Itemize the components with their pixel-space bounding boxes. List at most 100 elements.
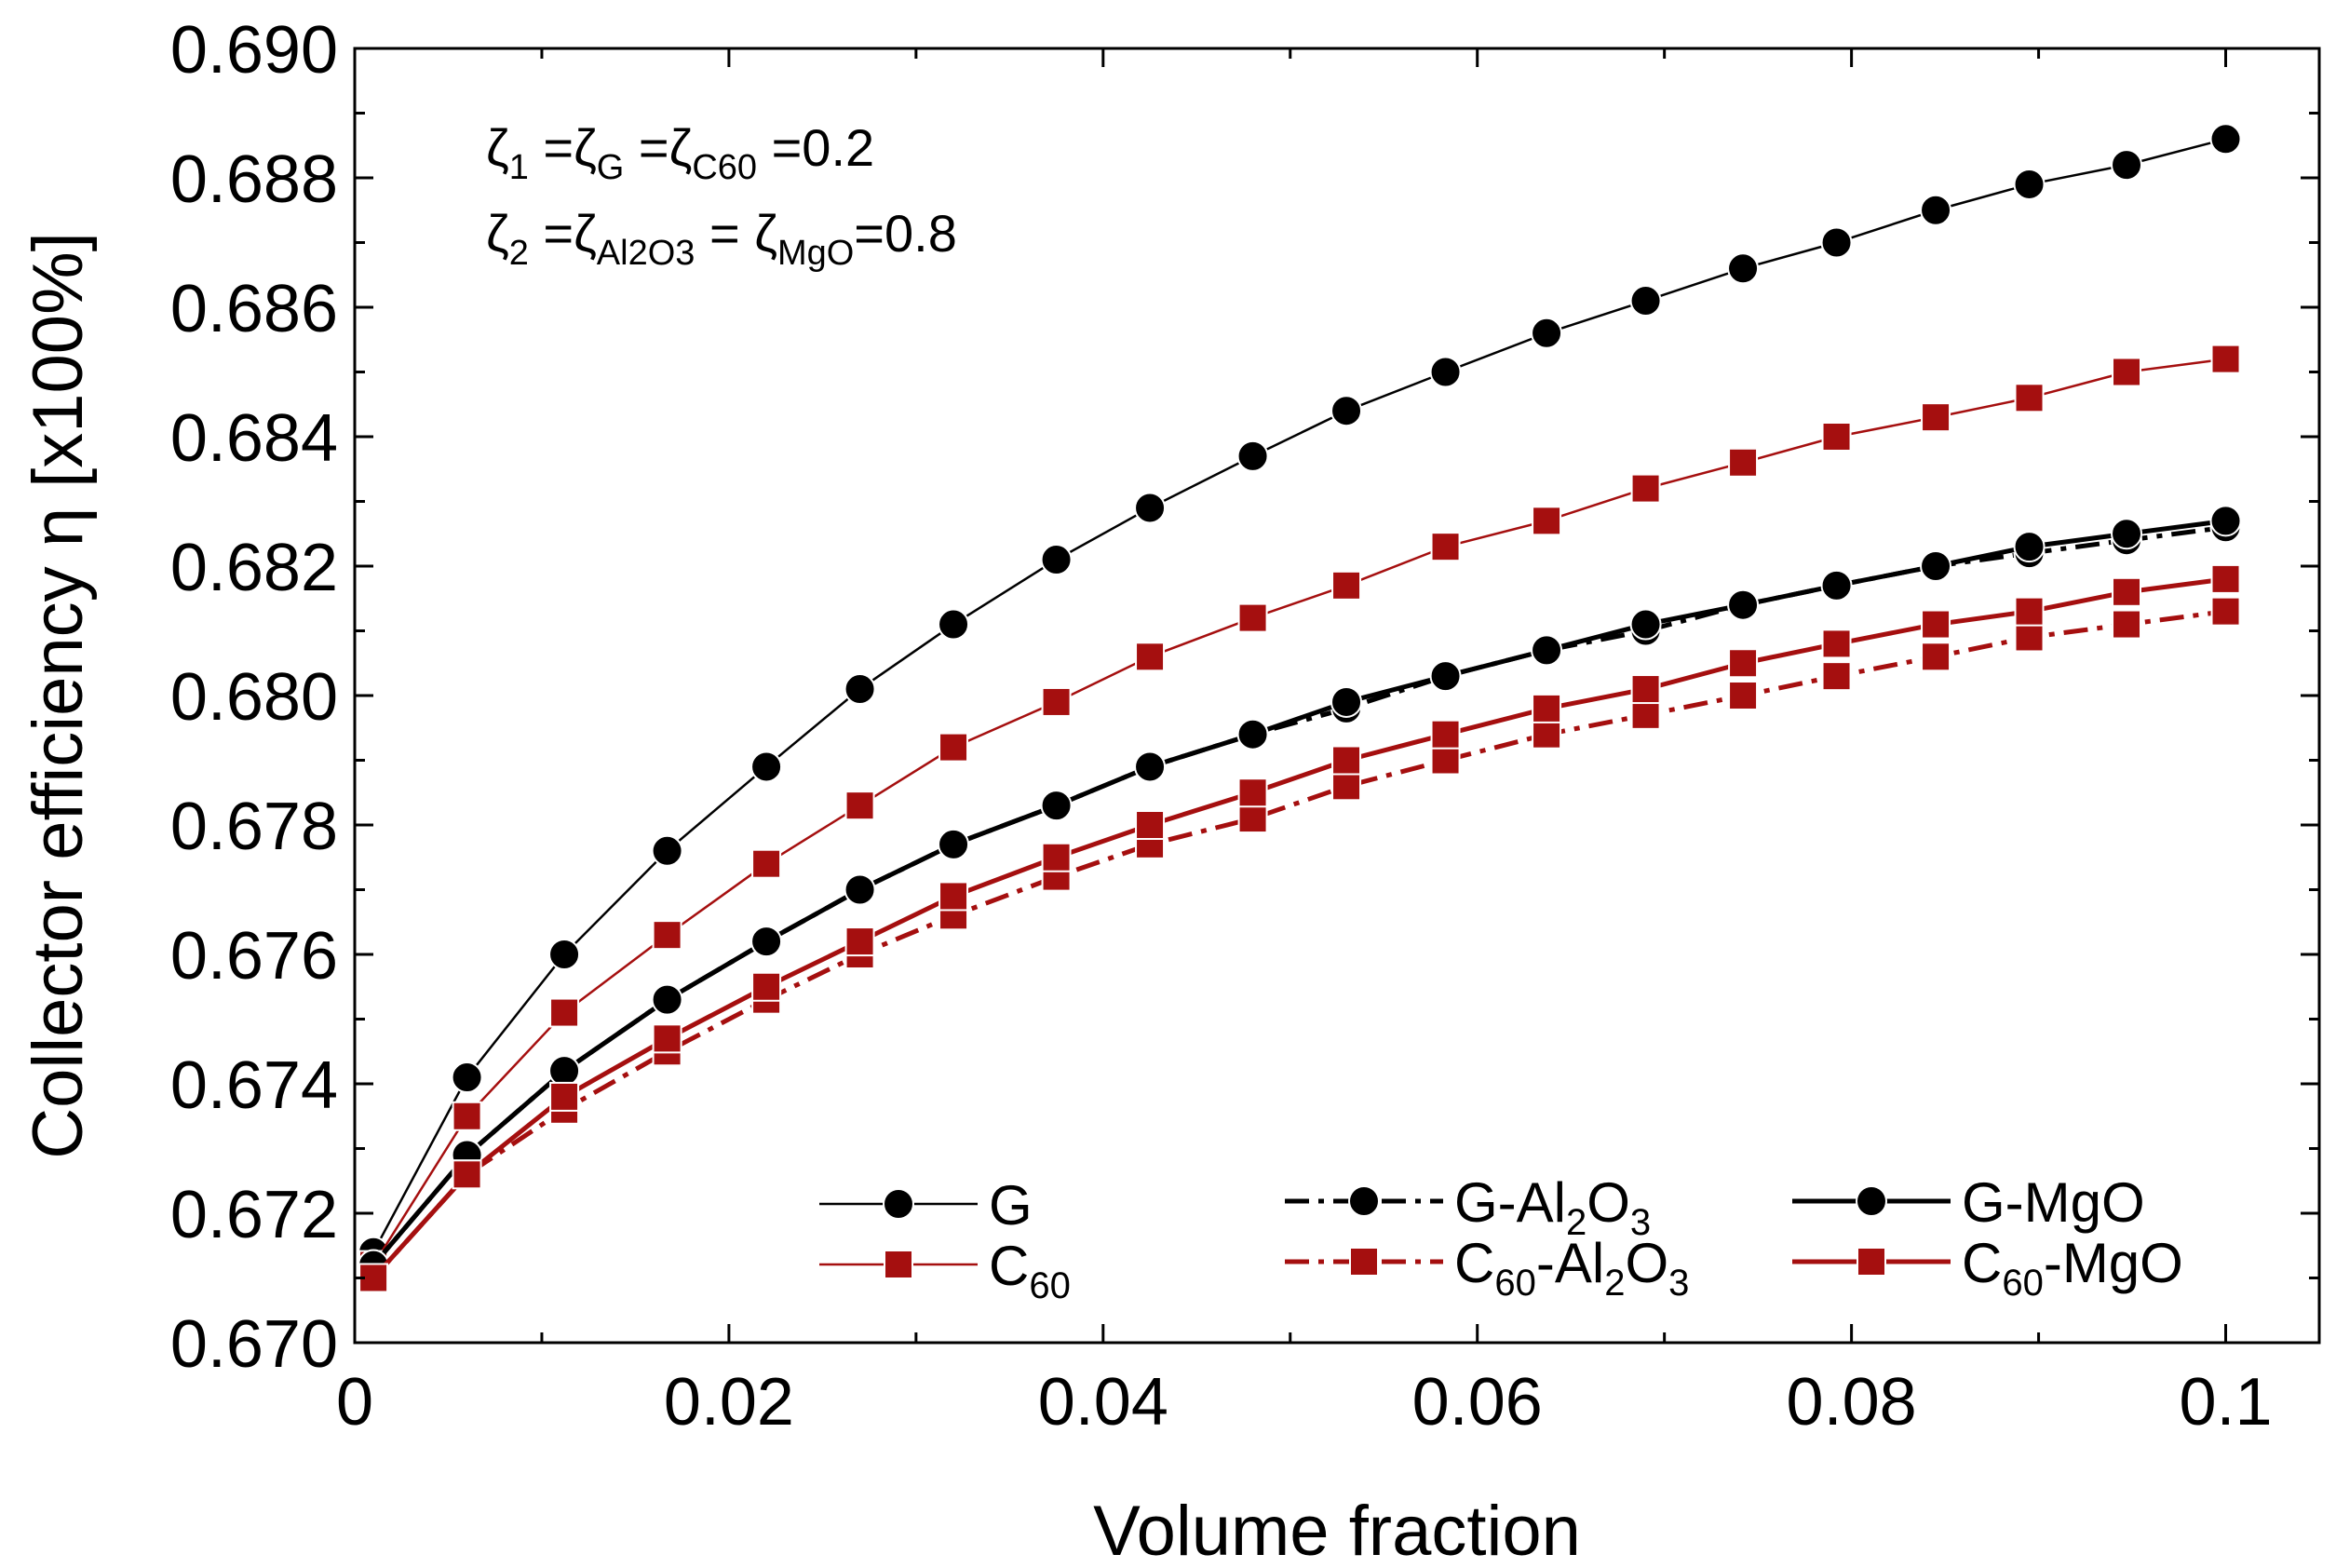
series-line: [371, 609, 2226, 1280]
data-point: [1921, 642, 1951, 672]
data-point: [1330, 395, 1363, 427]
data-point: [1134, 492, 1167, 524]
data-point: [1821, 629, 1852, 659]
series-line: [371, 138, 2226, 1253]
x-tick-label: 0: [336, 1365, 373, 1440]
data-point: [1429, 356, 1462, 388]
series-line: [371, 518, 2226, 1267]
data-point: [938, 732, 969, 763]
data-point: [1430, 532, 1461, 562]
y-tick-label: 0.688: [170, 142, 338, 217]
data-point: [652, 920, 682, 951]
y-tick-label: 0.686: [170, 272, 338, 346]
data-point: [1331, 570, 1362, 601]
legend-text: G-MgO: [1962, 1171, 2145, 1234]
data-point: [2111, 149, 2143, 182]
data-point: [1728, 681, 1759, 710]
data-point: [1629, 608, 1662, 641]
y-tick-label: 0.674: [170, 1048, 338, 1123]
y-tick-label: 0.680: [170, 660, 338, 735]
data-point: [1921, 402, 1951, 433]
data-point: [451, 1061, 483, 1094]
data-point: [1728, 447, 1759, 478]
equation-text: =0.2: [757, 118, 874, 177]
data-point: [1041, 686, 1072, 717]
data-point: [549, 997, 580, 1028]
y-axis-title: Collector efficiency η [x100%]: [19, 232, 98, 1159]
data-point: [1821, 422, 1852, 452]
y-tick-label: 0.678: [170, 790, 338, 864]
data-point: [548, 939, 581, 970]
data-point: [2014, 596, 2045, 627]
data-point: [1727, 252, 1760, 285]
legend-subscript: 60: [1029, 1265, 1071, 1306]
axes-layer: 0 0.02 0.04 0.06 0.08 0.1 0.670 0.672 0.674 0.676…: [19, 13, 2321, 1568]
series-g-al2o3: [358, 511, 2242, 1281]
data-point: [844, 873, 876, 906]
series-line: [372, 358, 2226, 1266]
data-point: [844, 673, 876, 706]
x-axis-title: Volume fraction: [1093, 1492, 1581, 1568]
legend-entry: G-MgO: [1792, 1171, 2145, 1234]
legend-label: C60-MgO: [1962, 1232, 2183, 1304]
y-tick-label: 0.672: [170, 1178, 338, 1252]
data-point: [2112, 357, 2142, 387]
data-point: [2112, 576, 2142, 607]
data-point: [751, 971, 782, 1002]
data-point: [844, 926, 875, 957]
legend-marker: [884, 1250, 913, 1279]
series-layer: [358, 123, 2242, 1293]
y-tick-label: 0.690: [170, 13, 338, 88]
data-point: [844, 791, 875, 821]
legend-entry: C60-MgO: [1792, 1232, 2183, 1304]
data-point: [2209, 123, 2242, 155]
data-point: [1629, 285, 1662, 318]
x-tick-label: 0.02: [664, 1365, 794, 1440]
legend-text: C: [1962, 1232, 2002, 1294]
legend-label: C60-Al2O3: [1454, 1232, 1689, 1304]
series-g: [358, 123, 2242, 1268]
data-point: [2111, 518, 2143, 550]
legend-label: G-Al2O3: [1454, 1171, 1651, 1243]
legend-marker: [1857, 1247, 1886, 1277]
data-point: [1330, 685, 1363, 718]
data-point: [1134, 750, 1167, 783]
data-point: [1821, 661, 1852, 692]
legend-text: -Al: [1536, 1232, 1604, 1294]
y-tick-label: 0.684: [170, 401, 338, 476]
zeta-symbol: ζ: [486, 204, 509, 263]
data-point: [938, 608, 970, 641]
x-tick-label: 0.06: [1412, 1365, 1543, 1440]
data-point: [1331, 745, 1362, 776]
legend-marker: [1349, 1247, 1379, 1277]
legend-subscript: 60: [2002, 1263, 2044, 1304]
data-point: [1135, 810, 1166, 840]
legend-text: C: [989, 1235, 1029, 1297]
subscript: C60: [692, 148, 757, 187]
data-point: [1237, 804, 1268, 834]
zeta-symbol: ζ: [486, 118, 509, 177]
data-point: [1532, 693, 1562, 723]
data-point: [651, 834, 683, 867]
equation-annotation: ζ1 =ζG =ζC60 =0.2: [486, 118, 874, 187]
data-point: [1236, 439, 1269, 472]
subscript: 2: [509, 234, 529, 273]
y-tick-label: 0.670: [170, 1307, 338, 1382]
data-point: [1135, 642, 1166, 672]
legend-entry: G: [819, 1174, 1033, 1237]
data-point: [1920, 550, 1952, 582]
data-point: [452, 1101, 482, 1131]
y-tick-label: 0.676: [170, 919, 338, 994]
data-point: [1237, 602, 1268, 633]
data-point: [2210, 596, 2241, 627]
y-tick-label: 0.682: [170, 531, 338, 605]
data-point: [938, 828, 970, 860]
data-point: [1531, 317, 1563, 349]
legend-subscript: 60: [1494, 1263, 1536, 1304]
data-point: [1630, 473, 1661, 504]
legend-text: O: [1587, 1171, 1630, 1234]
data-point: [1820, 569, 1853, 602]
data-point: [1331, 771, 1362, 802]
